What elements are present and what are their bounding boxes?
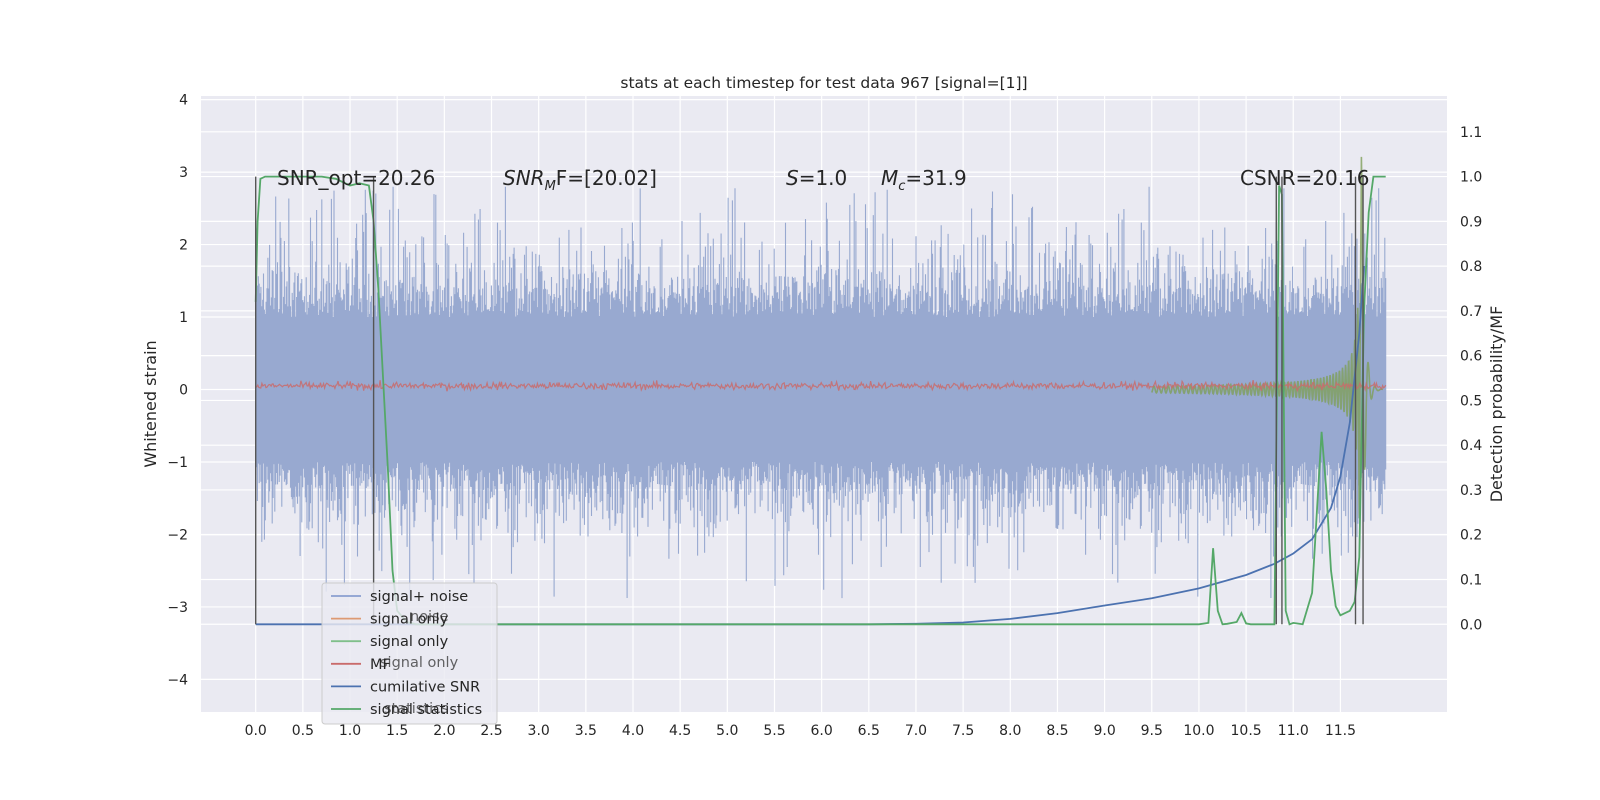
- legend-ghost-label: statistics: [384, 701, 449, 717]
- legend-box: [321, 582, 498, 725]
- y-tick-label-left: 2: [179, 238, 188, 254]
- x-tick-label: 9.0: [1093, 723, 1115, 739]
- legend-ghost-label: noise: [410, 609, 449, 625]
- y-tick-label-left: 3: [179, 165, 188, 181]
- y-tick-label-right: 0.1: [1460, 572, 1482, 588]
- signal-only-trace: [1151, 156, 1384, 519]
- annotation-mc: Mc=31.9: [881, 166, 967, 194]
- x-tick-label: 4.5: [669, 723, 691, 739]
- x-tick-label: 3.0: [528, 723, 550, 739]
- x-tick-label: 4.0: [622, 723, 644, 739]
- annotation-snr-mf-rest: F=[20.02]: [556, 166, 657, 190]
- x-tick-label: 6.0: [811, 723, 833, 739]
- annotation-mc-sub: c: [898, 179, 905, 194]
- annotation-csnr: CSNR=20.16: [1240, 166, 1370, 190]
- x-tick-label: 11.5: [1325, 723, 1356, 739]
- y-tick-label-right: 0.7: [1460, 304, 1482, 320]
- y-tick-label-left: −4: [167, 672, 188, 688]
- y-tick-label-right: 0.2: [1460, 528, 1482, 544]
- y-tick-label-right: 1.1: [1460, 125, 1482, 141]
- x-tick-label: 3.5: [575, 723, 597, 739]
- x-tick-label: 2.5: [480, 723, 502, 739]
- y-axis-label-left: Whitened strain: [141, 340, 160, 467]
- legend-ghost-label: signal only: [380, 655, 459, 671]
- x-tick-label: 11.0: [1278, 723, 1309, 739]
- y-tick-label-left: 4: [179, 93, 188, 109]
- x-tick-label: 1.5: [386, 723, 408, 739]
- y-tick-label-left: 0: [179, 383, 188, 399]
- legend-label: signal statistics: [370, 702, 482, 718]
- cumulative-snr-line: [255, 266, 1365, 626]
- chart-title: stats at each timestep for test data 967…: [620, 74, 1027, 92]
- annotation-snr-mf-sub: M: [545, 179, 556, 194]
- x-tick-label: 5.0: [716, 723, 738, 739]
- y-tick-label-right: 0.9: [1460, 214, 1482, 230]
- legend-label: cumilative SNR: [370, 679, 480, 695]
- annotation-snr-mf: SNRMF=[20.02]: [503, 166, 657, 194]
- x-tick-label: 2.0: [433, 723, 455, 739]
- annotation-snr-opt: SNR_opt=20.26: [277, 166, 435, 190]
- tick-labels: 0.0 0.5 1.0 1.5 2.0 2.5 3.0 3.5 4.0 4.5 5.0 5.5 6.0 6…: [167, 93, 1482, 739]
- y-tick-label-right: 0.6: [1460, 349, 1482, 365]
- annotation-s: S=1.0: [786, 166, 847, 190]
- x-tick-label: 8.0: [999, 723, 1021, 739]
- x-tick-label: 7.5: [952, 723, 974, 739]
- x-tick-label: 9.5: [1141, 723, 1163, 739]
- vertical-markers: [255, 176, 1364, 625]
- y-tick-label-right: 0.4: [1460, 438, 1482, 454]
- annotation-mc-main: M: [881, 166, 898, 190]
- annotation-snr-mf-main: SNR: [503, 166, 545, 190]
- mf-trace: [255, 379, 1387, 393]
- y-tick-label-left: −3: [167, 600, 188, 616]
- x-tick-label: 5.5: [763, 723, 785, 739]
- y-tick-label-left: −2: [167, 527, 188, 543]
- x-tick-label: 10.5: [1231, 723, 1262, 739]
- y-tick-label-right: 1.0: [1460, 170, 1482, 186]
- legend-ghost: noise signal only statistics: [380, 609, 459, 717]
- annotation-s-rest: =1.0: [799, 166, 848, 190]
- y-tick-label-right: 0.0: [1460, 617, 1482, 633]
- annotation-mc-rest: =31.9: [905, 166, 966, 190]
- x-tick-label: 0.5: [292, 723, 314, 739]
- legend-label: signal+ noise: [370, 589, 468, 605]
- x-tick-label: 0.0: [245, 723, 267, 739]
- x-tick-label: 7.0: [905, 723, 927, 739]
- x-tick-label: 1.0: [339, 723, 361, 739]
- y-tick-label-right: 0.8: [1460, 259, 1482, 275]
- x-tick-label: 6.5: [858, 723, 880, 739]
- y-tick-label-right: 0.5: [1460, 393, 1482, 409]
- x-tick-label: 8.5: [1046, 723, 1068, 739]
- line-series: [254, 156, 1387, 626]
- y-tick-label-right: 0.3: [1460, 483, 1482, 499]
- legend-label: signal only: [370, 634, 449, 650]
- x-tick-label: 10.0: [1183, 723, 1214, 739]
- signal-statistics-line: [254, 175, 1386, 626]
- legend-label: signal only: [370, 612, 449, 628]
- legend-label: MF: [370, 657, 391, 673]
- y-axis-label-right: Detection probability/MF: [1487, 306, 1506, 503]
- y-tick-label-left: 1: [179, 310, 188, 326]
- annotation-s-main: S: [786, 166, 799, 190]
- y-tick-label-left: −1: [167, 455, 188, 471]
